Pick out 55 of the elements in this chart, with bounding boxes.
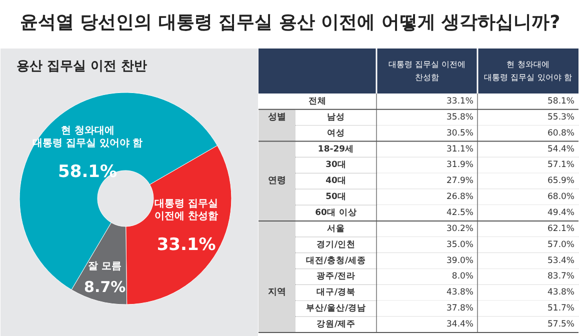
data-label: 30.5%	[446, 128, 474, 138]
data-label: 49.4%	[548, 208, 575, 218]
data-label: 55.3%	[548, 112, 575, 122]
data-label: 31.9%	[446, 160, 474, 170]
y-tick-label: 경기/인천	[316, 240, 356, 250]
data-label: 60.8%	[548, 128, 575, 138]
data-label: 83.7%	[548, 272, 575, 282]
data-label: 35.8%	[446, 112, 474, 122]
data-label: 57.0%	[548, 240, 575, 250]
data-label: 57.1%	[548, 160, 575, 170]
y-tick-label: 강원/제주	[316, 320, 356, 330]
y-tick-label: 여성	[327, 128, 345, 138]
y-tick-label: 서울	[327, 224, 345, 234]
data-label: 30.2%	[446, 224, 474, 234]
y-tick-label: 광주/전라	[316, 272, 356, 282]
y2-tick-label: 연령	[268, 176, 286, 186]
y-tick-label: 남성	[327, 112, 345, 122]
slice-label: 대통령 집무실 이전에 찬성함	[154, 198, 218, 222]
data-label: 31.1%	[446, 144, 474, 154]
data-label: 27.9%	[446, 176, 474, 186]
data-label: 8.7%	[84, 278, 126, 296]
data-label: 35.0%	[446, 240, 474, 250]
y2-tick-label: 성별	[268, 112, 286, 122]
data-label: 43.8%	[548, 288, 575, 298]
slice-label: 잘 모름	[88, 260, 122, 272]
data-label: 43.8%	[446, 288, 474, 298]
data-label: 53.4%	[548, 256, 575, 266]
y-tick-label: 30대	[326, 160, 346, 170]
data-label: 62.1%	[548, 224, 575, 234]
y-tick-label: 전체	[308, 96, 326, 106]
data-label: 58.1%	[548, 96, 575, 106]
data-label: 68.0%	[548, 192, 575, 202]
text: 윤석열 당선인의 대통령 집무실 용산 이전에 어떻게 생각하십니까?	[18, 11, 562, 35]
data-label: 33.1%	[446, 96, 474, 106]
data-label: 51.7%	[548, 304, 575, 314]
y-tick-label: 50대	[326, 192, 346, 202]
data-label: 42.5%	[446, 208, 474, 218]
data-label: 58.1%	[58, 162, 118, 182]
y-tick-label: 18-29세	[318, 144, 354, 154]
data-label: 26.8%	[446, 192, 474, 202]
data-label: 39.0%	[446, 256, 474, 266]
y-tick-label: 40대	[326, 176, 346, 186]
data-label: 65.9%	[548, 176, 575, 186]
chart-subtitle: 용산 집무실 이전 찬반	[16, 59, 148, 74]
data-label: 8.0%	[452, 272, 474, 282]
y-tick-label: 대구/경북	[316, 288, 356, 298]
data-label: 37.8%	[446, 304, 474, 314]
data-label: 57.5%	[548, 320, 575, 330]
data-label: 54.4%	[548, 144, 575, 154]
data-label: 33.1%	[156, 235, 216, 256]
y-tick-label: 60대 이상	[315, 208, 357, 218]
y-tick-label: 부산/울산/경남	[306, 304, 366, 314]
y2-tick-label: 지역	[267, 288, 286, 298]
data-label: 34.4%	[446, 320, 474, 330]
y-tick-label: 대전/충청/세종	[306, 254, 366, 266]
